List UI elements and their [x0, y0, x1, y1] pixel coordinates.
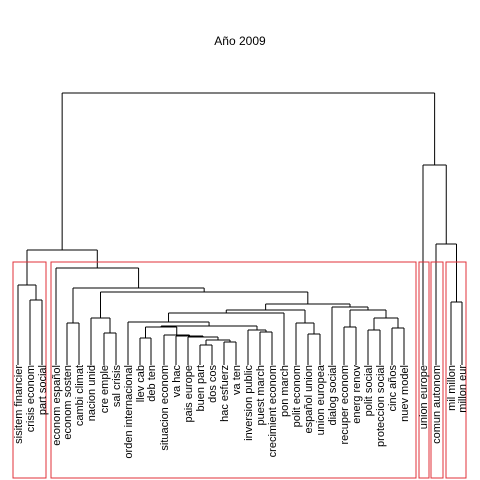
cluster-box — [50, 261, 417, 479]
leaf-label: cinc años — [387, 365, 399, 412]
leaf-label: crisis econom — [25, 365, 37, 432]
leaf-label: dialog social — [327, 365, 339, 426]
leaf-label: sal crisis — [111, 365, 123, 408]
cluster-box — [430, 261, 444, 479]
leaf-label: cambi climat — [74, 365, 86, 426]
leaf-label: va ten — [231, 365, 243, 395]
leaf-label: pon march — [279, 365, 291, 417]
leaf-label: español union — [303, 365, 315, 434]
cluster-box — [12, 261, 47, 479]
leaf-label: polit social — [363, 365, 375, 416]
leaf-label: hac esfuerz — [219, 365, 231, 422]
leaf-label: part social — [37, 365, 49, 415]
leaf-label: comun autonom — [431, 365, 443, 444]
leaf-label: cre emple — [99, 365, 111, 413]
cluster-boxes — [12, 261, 467, 479]
leaf-label: union europe — [418, 365, 430, 429]
leaf-label: va hac — [171, 365, 183, 398]
leaf-label: proteccion social — [375, 365, 387, 447]
cluster-box — [445, 261, 467, 479]
chart-title: Año 2009 — [214, 34, 266, 48]
leaf-label: situacion econom — [159, 365, 171, 451]
leaf-label: crecimient econom — [267, 365, 279, 457]
leaf-label: llev cab — [135, 365, 147, 402]
leaf-label: econom español — [51, 365, 63, 446]
leaf-label: nuev model — [399, 365, 411, 422]
leaf-label: pais europe — [183, 365, 195, 423]
leaf-label: sisitem financier — [13, 365, 25, 444]
leaf-labels: sisitem financier crisis econom part socia… — [13, 364, 469, 458]
leaf-label: recuper econom — [339, 365, 351, 445]
leaf-label: econom sosten — [62, 365, 74, 440]
leaf-label: buen part — [195, 365, 207, 411]
leaf-label: deb ten — [146, 365, 158, 402]
leaf-label: mil millon — [446, 365, 458, 411]
leaf-label: millon eur — [457, 365, 469, 413]
leaf-label: energ renov — [351, 365, 363, 424]
leaf-label: polit econom — [291, 365, 303, 427]
leaf-label: orden internacional — [123, 365, 135, 459]
leaf-label: inversion public — [243, 365, 255, 441]
cluster-box — [418, 261, 430, 479]
leaf-label: dos cos — [207, 365, 219, 403]
dendrogram-links — [17, 92, 463, 365]
leaf-label: union europea — [315, 364, 327, 435]
leaf-label: nacion unid — [86, 365, 98, 421]
leaf-label: puest march — [255, 365, 267, 426]
